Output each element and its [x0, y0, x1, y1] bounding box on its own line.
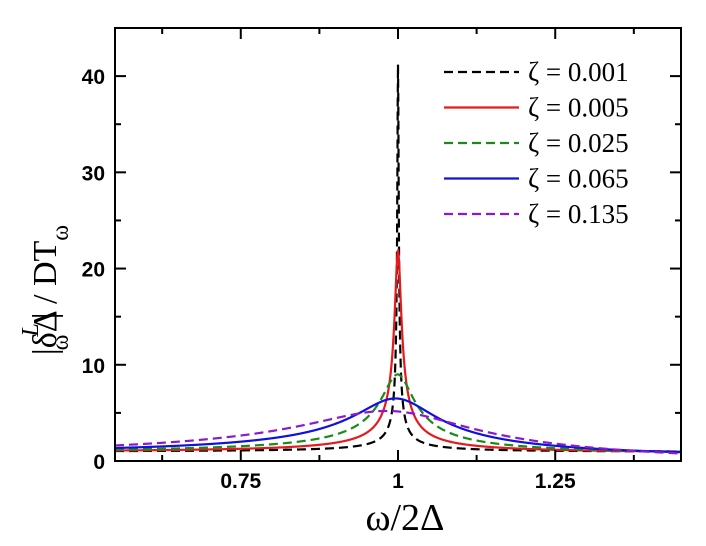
series-line-2	[115, 373, 681, 453]
y-label-sub2: ω	[48, 225, 74, 241]
x-tick-label: 1.25	[535, 470, 576, 493]
series-line-4	[115, 409, 681, 455]
y-tick-label: 20	[82, 259, 105, 282]
legend-label-3: ζ = 0.065	[528, 164, 629, 194]
ticks-group	[115, 27, 681, 462]
y-tick-label: 30	[82, 162, 105, 185]
y-label-sub: ω	[48, 335, 74, 351]
legend-label-4: ζ = 0.135	[528, 199, 629, 229]
x-tick-label: 1	[392, 470, 404, 493]
y-tick-label: 40	[82, 66, 105, 89]
legend-label-0: ζ = 0.001	[528, 57, 629, 87]
y-label-open: |δΔ	[27, 310, 64, 355]
legend-label-1: ζ = 0.005	[528, 93, 629, 123]
y-tick-label: 10	[82, 355, 105, 378]
tick-labels-group: 0.75 1 1.25 0 10 20 30 40	[82, 66, 576, 493]
series-line-1	[115, 247, 681, 453]
x-tick-label: 0.75	[220, 470, 261, 493]
y-label-sup: L	[18, 323, 44, 337]
series-line-3	[115, 397, 681, 454]
legend: ζ = 0.001 ζ = 0.005 ζ = 0.025 ζ = 0.065 ζ = …	[444, 57, 629, 229]
curves-group	[115, 64, 681, 455]
y-label-mid: | / DT	[27, 240, 64, 319]
x-axis-label: ω/2Δ	[365, 497, 444, 539]
y-tick-label: 0	[93, 451, 105, 474]
legend-label-2: ζ = 0.025	[528, 128, 629, 158]
y-axis-label: |δΔωL| / DTω	[18, 225, 74, 355]
svg-text:|δΔωL| / DTω: |δΔωL| / DTω	[18, 225, 74, 355]
